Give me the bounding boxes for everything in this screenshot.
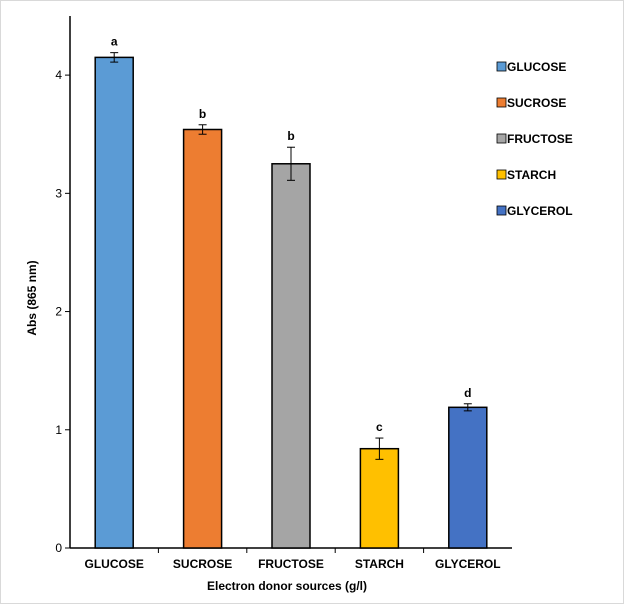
significance-label: b: [287, 129, 294, 143]
error-bar: [110, 52, 119, 63]
legend-item: FRUCTOSE: [496, 132, 573, 146]
legend-item: STARCH: [496, 168, 556, 182]
error-bar: [198, 124, 207, 135]
significance-label: b: [199, 107, 206, 121]
x-axis: GLUCOSE SUCROSE FRUCTOSE STARCH GLYCEROL: [70, 547, 512, 571]
y-tick-label: 0: [55, 541, 62, 555]
legend-item: GLYCEROL: [496, 204, 573, 218]
bars-group: [94, 56, 488, 549]
y-tick-label: 1: [55, 423, 62, 437]
significance-label: a: [111, 35, 118, 49]
legend-swatch: [496, 61, 507, 72]
legend-item: SUCROSE: [496, 96, 566, 110]
x-tick-label: GLYCEROL: [435, 557, 501, 571]
bar: [271, 163, 311, 549]
error-bar: [463, 403, 472, 412]
legend-label: GLYCEROL: [507, 204, 573, 218]
legend-swatch: [496, 205, 507, 216]
significance-label: d: [464, 386, 471, 400]
legend: GLUCOSE SUCROSE FRUCTOSE STARCH GLYCEROL: [496, 60, 573, 218]
x-tick-label: SUCROSE: [173, 557, 232, 571]
legend-swatch: [496, 169, 507, 180]
x-tick-label: GLUCOSE: [85, 557, 144, 571]
legend-label: STARCH: [507, 168, 556, 182]
legend-swatch: [496, 133, 507, 144]
x-tick-label: STARCH: [355, 557, 404, 571]
y-axis-title: Abs (865 nm): [25, 260, 39, 335]
x-tick-label: FRUCTOSE: [258, 557, 324, 571]
bar: [94, 56, 134, 549]
bar: [448, 406, 488, 549]
legend-label: GLUCOSE: [507, 60, 566, 74]
bar: [182, 128, 223, 549]
legend-item: GLUCOSE: [496, 60, 566, 74]
legend-swatch: [496, 97, 507, 108]
y-tick-label: 2: [55, 305, 62, 319]
legend-label: FRUCTOSE: [507, 132, 573, 146]
error-bar: [287, 146, 295, 181]
significance-labels-group: a b b c d: [111, 35, 472, 434]
significance-label: c: [376, 420, 383, 434]
legend-label: SUCROSE: [507, 96, 566, 110]
y-tick-label: 3: [55, 186, 62, 200]
y-tick-label: 4: [55, 68, 62, 82]
y-axis: 0 1 2 3 4: [55, 16, 71, 555]
x-axis-title: Electron donor sources (g/l): [207, 579, 367, 593]
error-bars-group: [110, 52, 472, 460]
bar: [359, 447, 400, 549]
error-bar: [375, 437, 384, 460]
